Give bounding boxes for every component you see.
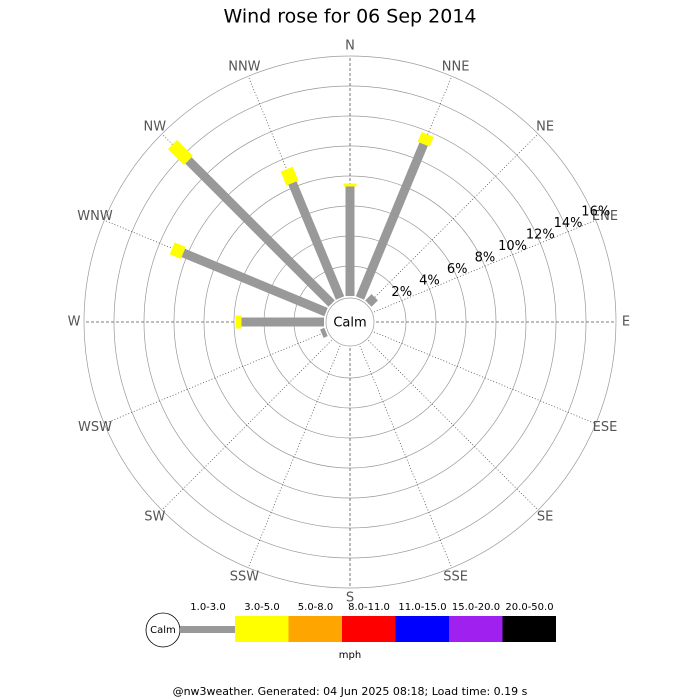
r-tick-label: 4% <box>419 274 440 289</box>
legend-swatch <box>288 616 342 642</box>
spoke <box>373 219 596 313</box>
direction-label: SE <box>537 510 553 525</box>
r-tick-label: 10% <box>498 239 527 254</box>
legend-swatch <box>342 616 396 642</box>
calm-circle <box>325 297 375 347</box>
petal-segment <box>355 142 428 300</box>
r-tick-label: 16% <box>581 205 610 220</box>
direction-label: E <box>622 315 630 330</box>
legend-label: 8.0-11.0 <box>348 602 390 613</box>
petal-segment <box>320 327 328 338</box>
r-tick-label: 14% <box>554 216 583 231</box>
footer: @nw3weather. Generated: 04 Jun 2025 08:1… <box>173 685 528 698</box>
direction-label: ESE <box>593 420 618 435</box>
spoke <box>373 331 596 425</box>
legend-label: 15.0-20.0 <box>452 602 500 613</box>
direction-label: WNW <box>77 209 113 224</box>
petal-segment <box>167 139 194 166</box>
r-tick-label: 8% <box>475 251 496 266</box>
direction-label: NW <box>144 119 167 134</box>
r-tick-label: 2% <box>391 285 412 300</box>
petal-segment <box>169 242 186 259</box>
spoke <box>161 340 332 511</box>
direction-label: NNW <box>228 60 260 75</box>
petal-segment <box>365 294 378 307</box>
legend-label: 5.0-8.0 <box>298 602 333 613</box>
spoke <box>247 345 341 568</box>
legend-calm-label: Calm <box>150 625 176 636</box>
chart-title: Wind rose for 06 Sep 2014 <box>223 6 476 28</box>
r-tick-label: 12% <box>526 228 555 243</box>
legend-label: 3.0-5.0 <box>244 602 279 613</box>
legend-title: mph <box>339 650 361 661</box>
direction-label: ENE <box>592 209 618 224</box>
direction-label: WSW <box>78 420 112 435</box>
direction-label: SSE <box>443 569 468 584</box>
direction-label: SW <box>144 510 165 525</box>
petal-segment <box>185 157 335 307</box>
spoke <box>368 133 539 304</box>
direction-label: NNE <box>442 60 470 75</box>
petal-segment <box>417 131 434 147</box>
legend-swatch <box>180 626 235 633</box>
legend-swatch <box>395 616 449 642</box>
spoke <box>368 340 539 511</box>
petal-segment <box>280 166 299 186</box>
spoke <box>359 345 453 568</box>
legend-label: 1.0-3.0 <box>190 602 225 613</box>
direction-label: N <box>345 39 355 54</box>
legend-swatch <box>235 616 289 642</box>
petal-segment <box>288 181 345 300</box>
legend-label: 20.0-50.0 <box>505 602 553 613</box>
legend-label: 11.0-15.0 <box>398 602 446 613</box>
r-tick-label: 6% <box>447 262 468 277</box>
calm-label: Calm <box>333 316 366 331</box>
direction-label: SSW <box>230 569 260 584</box>
direction-label: NE <box>536 119 554 134</box>
direction-label: S <box>346 591 354 606</box>
legend-swatch <box>449 616 503 642</box>
grid-ring <box>83 55 617 589</box>
spoke <box>104 331 327 425</box>
petal-segment <box>181 248 328 317</box>
legend-swatch <box>502 616 556 642</box>
direction-label: W <box>68 315 81 330</box>
